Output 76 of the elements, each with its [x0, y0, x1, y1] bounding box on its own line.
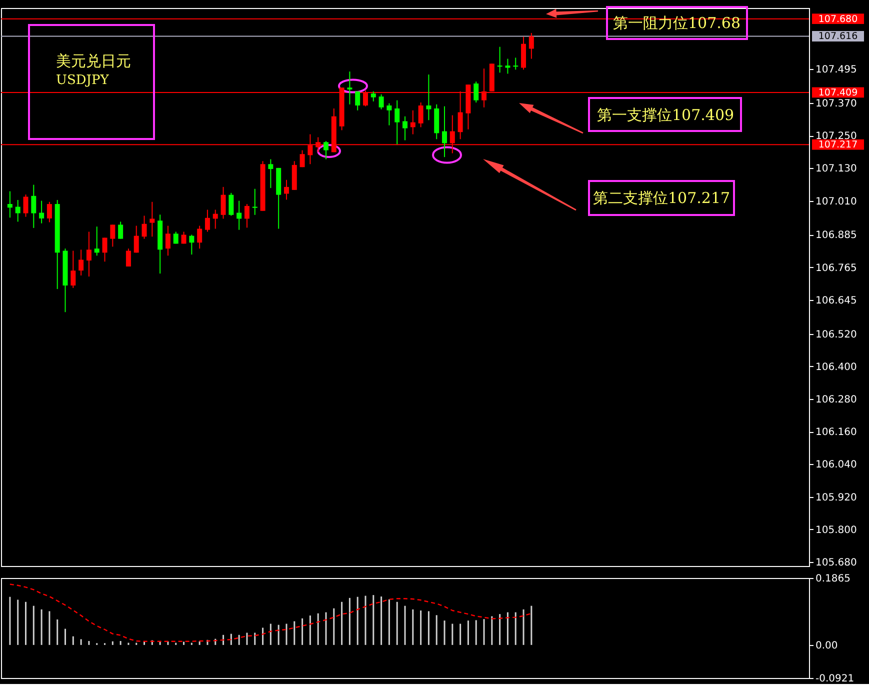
y-tick-label: 106.040 — [816, 460, 857, 471]
candlestick — [521, 36, 526, 70]
candlestick — [23, 194, 28, 218]
y-tick-label: 105.920 — [816, 492, 857, 504]
ref-line-label: 107.616 — [818, 31, 858, 42]
candlestick — [355, 90, 360, 111]
candlestick — [236, 200, 242, 230]
candlestick — [252, 188, 258, 216]
candlestick — [39, 200, 44, 224]
candlestick — [284, 179, 289, 200]
candlestick — [418, 102, 424, 128]
candlestick — [212, 209, 218, 230]
candlestick — [7, 190, 12, 218]
annotation: 第一支撑位107.409 — [597, 106, 734, 124]
candlestick — [370, 90, 376, 102]
candlestick — [70, 250, 76, 288]
annotation: USDJPY — [56, 73, 110, 88]
y-tick-label: 0.1865 — [816, 574, 850, 584]
y-tick-label: 105.800 — [816, 524, 857, 536]
annotation: 美元兑日元 — [56, 52, 131, 70]
candlestick — [102, 237, 108, 262]
annotation: 第二支撑位107.217 — [593, 189, 730, 207]
annotation: 第一阻力位107.68 — [613, 14, 740, 32]
y-tick-label: 106.280 — [816, 394, 857, 406]
candlestick — [165, 225, 170, 256]
candlestick — [204, 209, 210, 232]
candlestick — [268, 158, 274, 189]
candlestick — [197, 225, 202, 250]
ref-line-label: 107.409 — [818, 87, 858, 98]
y-tick-label: 106.765 — [816, 262, 857, 274]
candlestick — [474, 81, 479, 103]
candlestick — [323, 140, 328, 160]
candlestick — [426, 74, 432, 121]
candlestick — [31, 184, 36, 228]
candlestick — [126, 248, 131, 267]
y-tick-label: 107.495 — [816, 64, 857, 76]
candlestick — [347, 71, 352, 105]
candlestick — [442, 106, 448, 158]
candlestick — [110, 224, 116, 248]
candlestick — [505, 58, 510, 74]
candlestick — [134, 225, 139, 254]
candlestick — [394, 100, 400, 145]
candlestick — [513, 57, 518, 70]
y-tick-label: 106.520 — [816, 329, 857, 340]
candlestick — [410, 110, 416, 135]
line-series — [9, 584, 532, 642]
candlestick — [94, 226, 100, 256]
ref-line-label: 107.680 — [818, 14, 858, 25]
candlestick — [78, 249, 84, 276]
y-tick-label: 106.160 — [816, 427, 857, 438]
y-tick-label: 105.680 — [816, 557, 857, 568]
candlestick — [118, 221, 124, 240]
candlestick — [228, 192, 234, 216]
y-tick-label: 107.010 — [816, 196, 857, 208]
candlestick — [402, 116, 408, 141]
y-tick-label: -0.0921 — [816, 674, 854, 684]
y-tick-label: 107.370 — [816, 98, 857, 110]
y-tick-label: 106.400 — [816, 362, 857, 373]
candlestick — [189, 234, 194, 256]
candlestick — [86, 231, 92, 278]
candlestick — [220, 186, 226, 220]
y-tick-label: 106.885 — [816, 230, 857, 242]
y-tick-label: 106.645 — [816, 295, 857, 306]
candlestick — [497, 46, 502, 74]
y-tick-label: 0.00 — [816, 640, 838, 652]
candlestick — [300, 150, 305, 168]
candlestick — [150, 201, 155, 238]
candlestick — [244, 204, 250, 228]
candlestick — [528, 32, 534, 60]
candlestick — [46, 201, 52, 223]
candlestick — [378, 94, 384, 110]
ref-line-label: 107.217 — [818, 140, 858, 151]
candlestick — [15, 199, 20, 222]
candlestick — [142, 215, 147, 240]
candlestick — [386, 102, 392, 126]
y-tick-label: 107.130 — [816, 164, 857, 175]
